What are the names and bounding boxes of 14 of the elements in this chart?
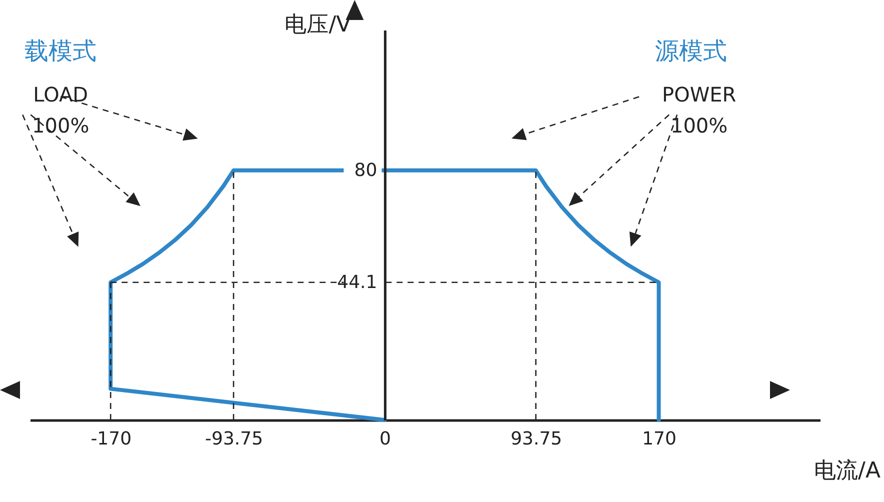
annotation: 100% xyxy=(32,114,90,138)
x-tick-label: -93.75 xyxy=(205,428,264,450)
annotation: 100% xyxy=(670,114,728,138)
x-tick-label: -170 xyxy=(90,428,132,450)
annotation: 源模式 xyxy=(655,36,728,65)
x-axis-title: 电流/A xyxy=(814,458,880,484)
annotation: LOAD xyxy=(33,82,88,107)
y-tick-label: 44.1 xyxy=(337,272,378,293)
x-tick-label: 93.75 xyxy=(510,428,562,450)
annotation: 载模式 xyxy=(24,36,97,65)
y-tick-label: 80 xyxy=(354,160,378,181)
annotation: POWER xyxy=(662,82,736,107)
x-tick-label: 170 xyxy=(642,428,676,450)
x-tick-label: 0 xyxy=(379,428,391,450)
